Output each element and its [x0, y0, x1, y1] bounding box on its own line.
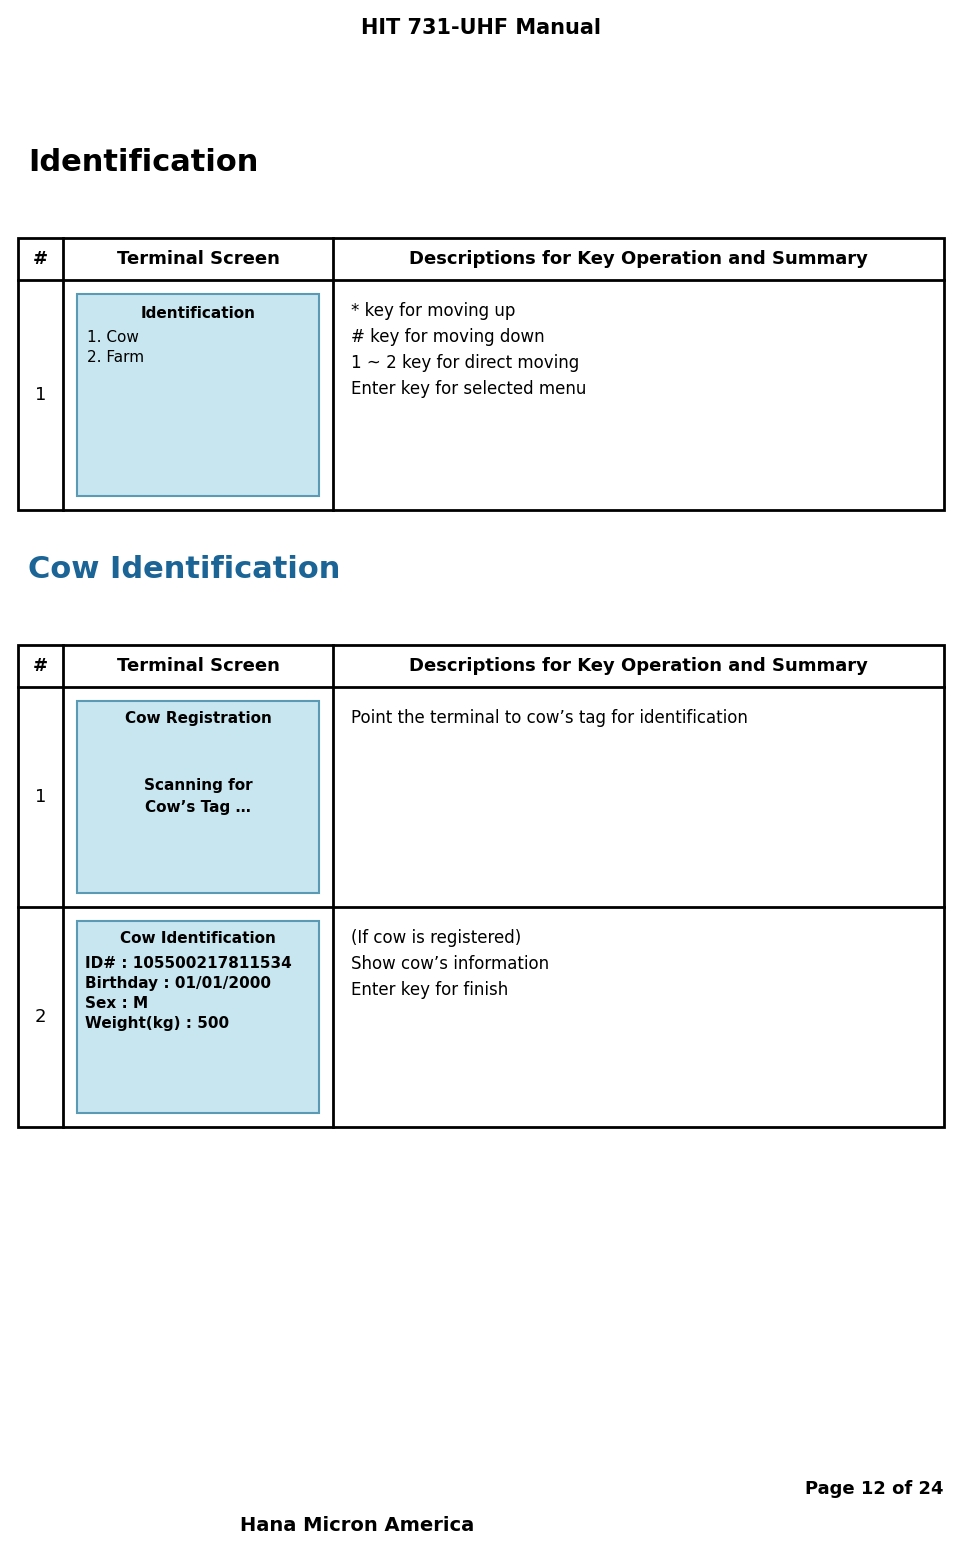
Text: Identification: Identification	[140, 306, 256, 321]
Text: Enter key for selected menu: Enter key for selected menu	[351, 380, 586, 398]
Text: 1: 1	[35, 387, 46, 404]
Text: Descriptions for Key Operation and Summary: Descriptions for Key Operation and Summa…	[408, 250, 867, 269]
Bar	[18, 644, 943, 1127]
Text: Show cow’s information: Show cow’s information	[351, 955, 549, 974]
Text: 2: 2	[35, 1008, 46, 1027]
Text: #: #	[33, 250, 48, 269]
Text: 1: 1	[35, 787, 46, 806]
Text: * key for moving up: * key for moving up	[351, 301, 515, 320]
Text: Weight(kg) : 500: Weight(kg) : 500	[85, 1016, 229, 1031]
Text: Cow Identification: Cow Identification	[28, 554, 340, 584]
Text: Page 12 of 24: Page 12 of 24	[804, 1480, 943, 1499]
Text: Sex : M: Sex : M	[85, 995, 148, 1011]
Text: Terminal Screen: Terminal Screen	[116, 657, 279, 676]
Text: Descriptions for Key Operation and Summary: Descriptions for Key Operation and Summa…	[408, 657, 867, 676]
Text: 2. Farm: 2. Farm	[86, 349, 144, 365]
Bar	[77, 294, 319, 495]
Text: 1 ~ 2 key for direct moving: 1 ~ 2 key for direct moving	[351, 354, 579, 373]
Text: Cow Registration: Cow Registration	[124, 711, 271, 725]
Text: # key for moving down: # key for moving down	[351, 328, 544, 346]
Bar	[18, 238, 943, 509]
Text: Birthday : 01/01/2000: Birthday : 01/01/2000	[85, 975, 271, 991]
Text: Scanning for: Scanning for	[143, 778, 252, 794]
Text: Identification: Identification	[28, 148, 259, 177]
Text: Terminal Screen: Terminal Screen	[116, 250, 279, 269]
Text: Cow’s Tag …: Cow’s Tag …	[145, 800, 251, 815]
Text: Cow Identification: Cow Identification	[120, 930, 276, 946]
Text: #: #	[33, 657, 48, 676]
Bar	[77, 700, 319, 893]
Text: HIT 731-UHF Manual: HIT 731-UHF Manual	[360, 19, 601, 37]
Text: Enter key for finish: Enter key for finish	[351, 981, 507, 999]
Text: (If cow is registered): (If cow is registered)	[351, 929, 521, 947]
Text: Hana Micron America: Hana Micron America	[239, 1516, 474, 1534]
Text: 1. Cow: 1. Cow	[86, 329, 138, 345]
Bar	[77, 921, 319, 1114]
Text: Point the terminal to cow’s tag for identification: Point the terminal to cow’s tag for iden…	[351, 710, 747, 727]
Text: ID# : 105500217811534: ID# : 105500217811534	[85, 957, 291, 971]
